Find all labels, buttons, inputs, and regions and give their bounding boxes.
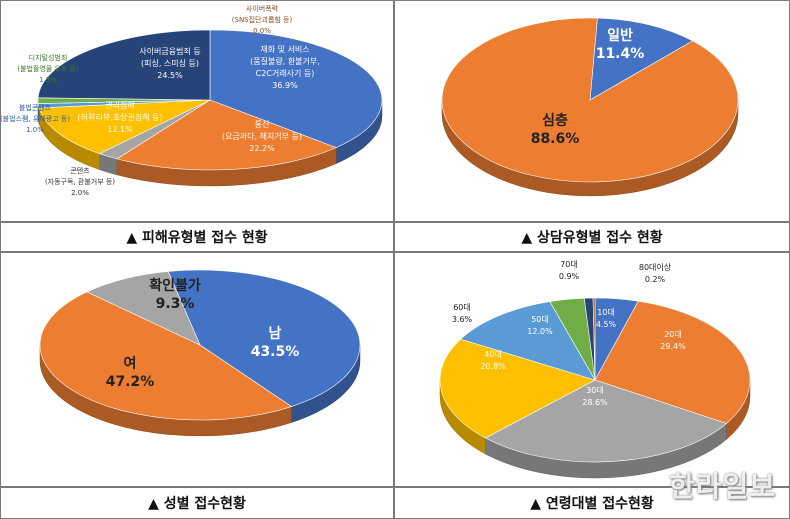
pie-chart-3: 10대 4.5% 20대 29.4% 30대 28.6% 40대 20.8% 50대 12.0% 6… xyxy=(439,260,751,479)
pie-slice xyxy=(594,300,751,424)
label-40s: 40대 20.8% xyxy=(480,350,506,371)
label-general: 일반 11.4% xyxy=(596,27,645,62)
label-80s-plus: 80대이상 0.2% xyxy=(639,262,672,284)
pie-slice xyxy=(37,29,211,101)
label-goods-services: 재화 및 서비스 (품질불량, 환불거부, C2C거래사기 등) 36.9% xyxy=(250,44,320,90)
pie-slice xyxy=(209,29,383,148)
label-60s: 60대 3.6% xyxy=(452,303,473,324)
watermark-logo: 한라일보 xyxy=(668,470,776,503)
pie-slice xyxy=(441,17,739,183)
label-female: 여 47.2% xyxy=(106,355,155,390)
label-digital-sex-crime: 디지털성범죄 (불법촬영물 유포 등) 1.3% xyxy=(17,53,79,84)
label-cyber-violence: 사이버폭력 (SNS집단괴롭힘 등) 0.0% xyxy=(232,4,293,35)
label-in-depth: 심층 88.6% xyxy=(531,113,580,147)
pie-slice xyxy=(460,301,596,381)
pie-slice xyxy=(589,17,694,101)
pie-slice xyxy=(86,271,201,346)
pie-slice xyxy=(592,297,596,381)
pie-slice xyxy=(484,379,727,463)
label-unknown: 확인불가 9.3% xyxy=(149,277,201,312)
pie-chart-2: 남 43.5% 여 47.2% 확인불가 9.3% xyxy=(39,269,361,437)
label-70s: 70대 0.9% xyxy=(559,260,580,281)
label-30s: 30대 28.6% xyxy=(582,386,608,407)
pie-slice xyxy=(39,291,293,421)
pie-slice xyxy=(38,99,211,154)
label-20s: 20대 29.4% xyxy=(660,330,686,351)
pie-slice xyxy=(116,99,337,171)
label-male: 남 43.5% xyxy=(251,325,300,360)
label-contents: 콘텐츠 (자동구독, 환불거부 등) 2.0% xyxy=(45,166,115,197)
caption-damage-type: ▲ 피해유형별 접수 현황 xyxy=(0,222,394,252)
label-illegal-contents: 불법콘텐츠 (불법스팸, 유해광고 등) 1.0% xyxy=(0,103,70,134)
label-10s: 10대 4.5% xyxy=(596,308,617,329)
label-rights-violation: 권리침해 (허위리뷰,초상권침해 등) 12.1% xyxy=(78,100,163,134)
label-telecom: 통신 (요금과다, 해지거부 등) 22.2% xyxy=(222,120,302,153)
pie-chart-1: 일반 11.4% 심층 88.6% xyxy=(441,17,739,197)
pie-slice xyxy=(167,269,361,407)
label-50s: 50대 12.0% xyxy=(527,315,553,336)
caption-consult-type: ▲ 상담유형별 접수 현황 xyxy=(394,222,790,252)
label-cyber-finance: 사이버금융범죄 등 (피싱, 스미싱 등) 24.5% xyxy=(139,46,200,80)
pie-slice xyxy=(439,338,596,439)
pie-chart-0: 재화 및 서비스 (품질불량, 환불거부, C2C거래사기 등) 36.9% 통신 (요금… xyxy=(0,4,383,197)
